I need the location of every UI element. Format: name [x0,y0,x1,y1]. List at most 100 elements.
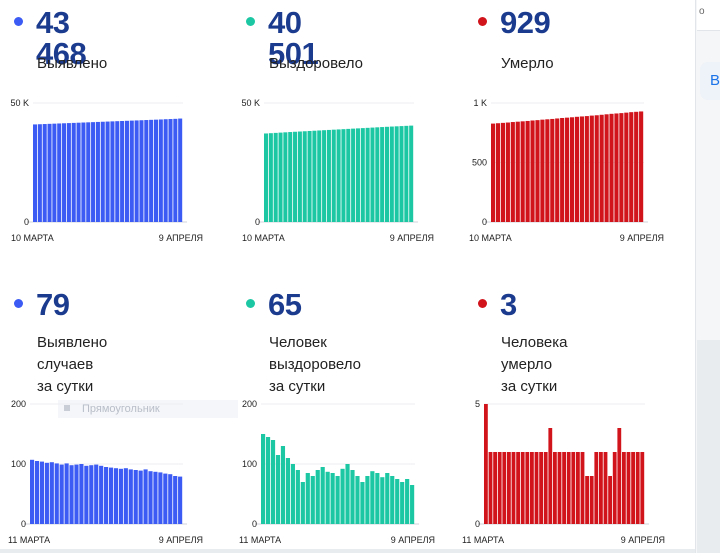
bar [30,459,35,524]
bar [545,119,550,222]
bar [69,465,74,524]
ghost-tooltip: Прямоугольник [58,400,238,418]
bar [340,468,345,524]
bar [609,113,614,222]
bar [295,470,300,524]
bar [500,122,506,222]
y-tick-label: 200 [242,399,257,409]
bar [614,113,619,222]
bar [265,437,271,524]
bar [375,127,380,222]
bar [278,132,283,222]
bar [163,473,168,524]
bar [626,452,631,524]
bar [62,123,67,222]
bar [484,404,488,524]
x-start-label: 11 МАРТА [462,535,504,545]
bar [394,126,399,222]
bar [520,121,525,222]
bar [129,120,134,222]
bottom-scrollbar[interactable] [0,549,695,553]
stat-value: 65 [268,287,302,322]
bar [288,132,293,222]
bar [123,468,128,524]
bar [341,129,346,222]
bar [168,119,173,222]
bar [571,452,576,524]
bar [47,123,52,222]
bar [120,120,125,222]
bar [515,121,520,222]
x-end-label: 9 АПРЕЛЯ [620,233,664,243]
y-tick-label: 0 [255,217,260,227]
bar [270,440,276,524]
bar [365,127,370,222]
bar [89,465,94,524]
bar [555,118,560,222]
stat-value: 43 468 [36,5,87,71]
x-start-label: 10 МАРТА [469,233,512,243]
bar [34,461,40,524]
legend-dot-icon [478,17,487,26]
bar [520,452,525,524]
bar [84,465,89,524]
bar [640,452,645,524]
y-tick-label: 50 K [10,98,29,108]
bar [100,121,105,222]
bar [310,476,315,524]
bar [280,446,286,524]
bar [579,116,584,222]
bar [39,461,45,524]
bar [488,452,493,524]
bar [81,122,86,222]
bar [128,469,133,524]
x-end-label: 9 АПРЕЛЯ [159,535,203,545]
bar [133,470,138,524]
bar [629,112,634,222]
stat-label: Человека умерло за сутки [501,334,568,395]
bar [566,452,571,524]
bar [148,471,153,524]
x-end-label: 9 АПРЕЛЯ [390,233,434,243]
bar [589,476,594,524]
bar [264,133,269,222]
bar [612,452,617,524]
bar [124,120,129,222]
bar [139,120,144,222]
stat-value: 40 501 [268,5,319,71]
bar [320,467,325,524]
bar [322,130,327,222]
bar [497,452,502,524]
bar [562,452,566,524]
bar [74,464,79,524]
bar [312,130,317,222]
bar [49,462,54,524]
bar [163,119,168,222]
bar [307,130,312,222]
stat-value: 79 [36,287,70,322]
bar [624,112,629,222]
bar [525,452,530,524]
bar [505,122,510,222]
bar [507,452,511,524]
x-end-label: 9 АПРЕЛЯ [391,535,435,545]
bar [608,476,612,524]
bar [540,119,545,222]
side-panel-button[interactable]: В [700,62,720,100]
x-start-label: 10 МАРТА [242,233,285,243]
bar [37,124,42,222]
bar [305,473,310,524]
bar [44,462,49,524]
stat-value: 929 [500,5,551,40]
bar [409,125,414,222]
bar [370,127,375,222]
bar [560,117,565,222]
bar [285,458,291,524]
bar [360,482,365,524]
bar [325,471,330,524]
legend-dot-icon [14,299,23,308]
side-panel-top: о [697,0,720,31]
bar [104,467,109,524]
